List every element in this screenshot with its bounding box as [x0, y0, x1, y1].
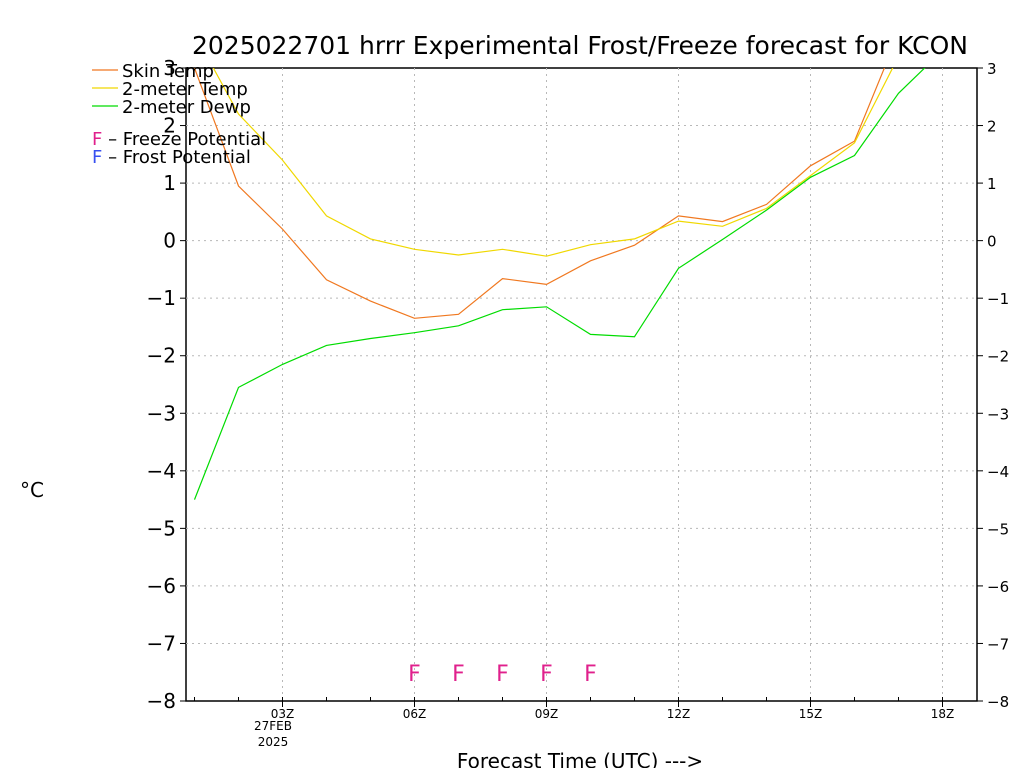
- legend-potential-entry: F – Frost Potential: [92, 147, 251, 168]
- y-tick-label-left: 2: [163, 114, 176, 138]
- y-tick-label-left: −6: [147, 574, 176, 598]
- plot-frame: [185, 67, 978, 702]
- y-tick-label-right: 0: [987, 233, 997, 251]
- freeze-marker: F: [496, 662, 509, 687]
- legend-potential-symbol: F: [92, 129, 102, 150]
- series-layer: [193, 68, 926, 500]
- x-axis-label: Forecast Time (UTC) --->: [457, 749, 703, 768]
- freeze-marker: F: [540, 662, 553, 687]
- x-axis-date-label: 27FEB: [254, 719, 292, 733]
- y-tick-label-right: 2: [987, 118, 997, 136]
- legend-potential-symbol: F: [92, 147, 102, 168]
- y-axis-left: 3 2 1 0 −1 −2 −3 −4 −5 −6 −7 −8: [147, 56, 186, 713]
- x-axis: 03Z 06Z 09Z 12Z 15Z 18Z: [194, 697, 955, 721]
- legend-potential-text: – Freeze Potential: [102, 129, 266, 150]
- series-2-meter-temp-line: [212, 68, 894, 257]
- x-tick-label: 18Z: [931, 707, 955, 721]
- y-axis-unit: °C: [20, 478, 44, 502]
- x-tick-label: 15Z: [799, 707, 823, 721]
- x-tick-label: 12Z: [667, 707, 691, 721]
- y-tick-label-left: −5: [147, 516, 176, 540]
- freeze-marker: F: [452, 662, 465, 687]
- series-skin-temp-line: [193, 68, 886, 319]
- y-tick-label-left: −7: [147, 631, 176, 655]
- y-tick-label-left: 3: [163, 56, 176, 80]
- y-tick-label-right: −1: [987, 290, 1009, 308]
- x-axis-year-label: 2025: [258, 735, 289, 749]
- y-tick-label-right: −6: [987, 578, 1009, 596]
- y-tick-label-right: 1: [987, 175, 997, 193]
- legend-label: Skin Temp: [122, 61, 214, 82]
- y-tick-label-right: −4: [987, 463, 1009, 481]
- x-tick-label: 09Z: [535, 707, 559, 721]
- y-axis-right: 3 2 1 0 −1 −2 −3 −4 −5 −6 −7 −8: [977, 60, 1009, 711]
- y-tick-label-right: −7: [987, 635, 1009, 653]
- y-tick-label-left: −2: [147, 344, 176, 368]
- y-tick-label-left: −3: [147, 401, 176, 425]
- y-tick-label-right: −2: [987, 348, 1009, 366]
- grid-lines: [186, 68, 977, 701]
- y-tick-label-left: 0: [163, 229, 176, 253]
- y-tick-label-left: −1: [147, 286, 176, 310]
- y-tick-label-left: −8: [147, 689, 176, 713]
- y-tick-label-right: 3: [987, 60, 997, 78]
- y-tick-label-right: −5: [987, 520, 1009, 538]
- freeze-marker: F: [408, 662, 421, 687]
- y-tick-label-left: 1: [163, 171, 176, 195]
- legend-potential-entry: F – Freeze Potential: [92, 129, 266, 150]
- legend-potential-text: – Frost Potential: [102, 147, 251, 168]
- y-tick-label-left: −4: [147, 459, 176, 483]
- series-2-meter-dewp-line: [193, 68, 926, 500]
- x-tick-label: 03Z: [271, 707, 295, 721]
- freeze-marker: F: [584, 662, 597, 687]
- y-tick-label-right: −8: [987, 693, 1009, 711]
- y-tick-label-right: −3: [987, 405, 1009, 423]
- chart-title: 2025022701 hrrr Experimental Frost/Freez…: [192, 31, 968, 60]
- x-tick-label: 06Z: [403, 707, 427, 721]
- legend-label: 2-meter Dewp: [122, 97, 251, 118]
- legend-label: 2-meter Temp: [122, 79, 248, 100]
